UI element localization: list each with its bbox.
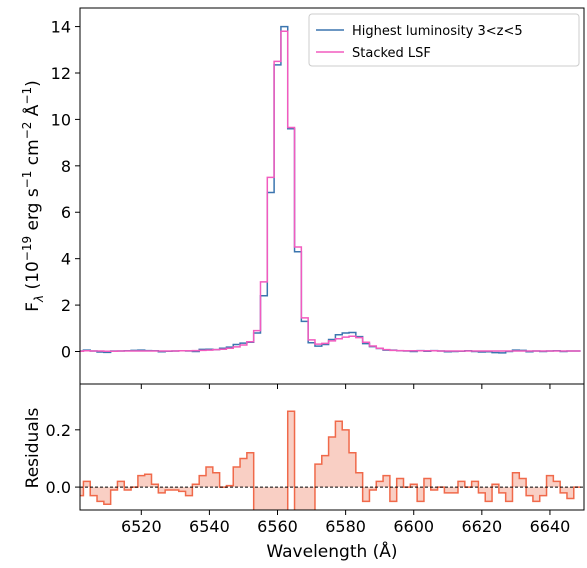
x-tick-label: 6640 (530, 517, 571, 536)
x-tick-label: 6540 (189, 517, 230, 536)
x-tick-label: 6600 (393, 517, 434, 536)
legend-label-highest-luminosity: Highest luminosity 3<z<5 (352, 24, 523, 39)
series-line-stacked-lsf (80, 30, 581, 353)
y-tick-label: 8 (61, 157, 71, 176)
legend-box (308, 13, 580, 67)
x-tick-label: 6580 (325, 517, 366, 536)
spectrum-y-ticks: 0 2 4 6 8 10 12 14 (51, 18, 551, 389)
residuals-step-line (80, 410, 581, 510)
spectrum-y-axis-label: Fλ (10−19 erg s−1 cm−2 Å−1) (20, 80, 46, 312)
x-axis-label: Wavelength (Å) (266, 540, 397, 562)
residuals-ticks: 0.0 0.2 6520 6540 6560 6580 6600 6620 6640 (46, 421, 571, 536)
legend-label-stacked-lsf: Stacked LSF (352, 46, 431, 61)
y-tick-label: 10 (51, 110, 71, 129)
y-tick-label: 0.2 (46, 421, 71, 440)
x-tick-label: 6520 (121, 517, 162, 536)
residuals-area (80, 411, 581, 510)
spectrum-lines (80, 25, 581, 354)
y-tick-label: 4 (61, 250, 71, 269)
y-tick-label: 12 (51, 64, 71, 83)
y-tick-label: 0.0 (46, 478, 71, 497)
y-tick-label: 2 (61, 296, 71, 315)
x-tick-label: 6560 (257, 517, 298, 536)
residuals-y-axis-label: Residuals (23, 408, 43, 489)
residuals-panel: 0.0 0.2 6520 6540 6560 6580 6600 6620 6640 Resid… (23, 383, 585, 562)
series-line-highest-luminosity (80, 25, 581, 354)
x-tick-label: 6620 (461, 517, 502, 536)
y-tick-label: 14 (51, 18, 71, 37)
y-tick-label: 0 (61, 343, 71, 362)
residuals-line (80, 410, 584, 510)
residuals-fill (80, 411, 581, 510)
legend: Highest luminosity 3<z<5 Stacked LSF (308, 13, 580, 67)
y-tick-label: 6 (61, 203, 71, 222)
residuals-frame (79, 383, 585, 511)
